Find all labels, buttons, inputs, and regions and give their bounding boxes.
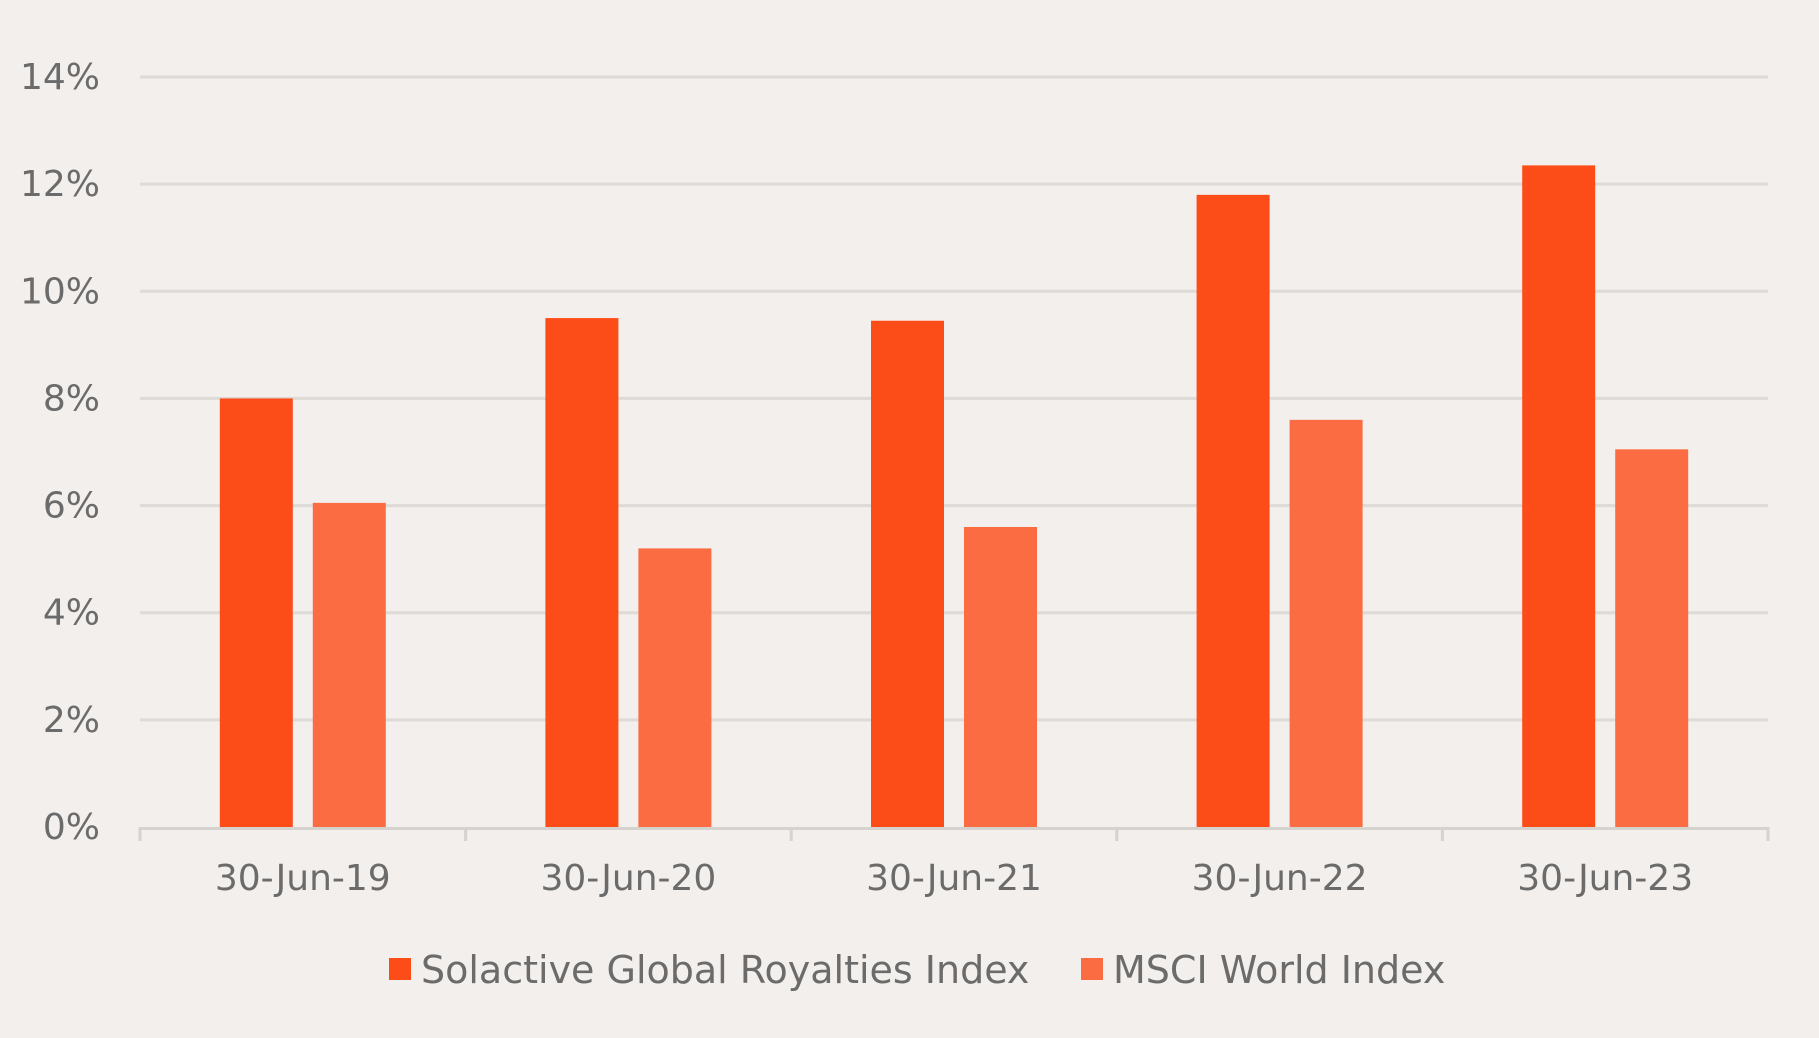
y-tick-label: 0% (43, 807, 100, 848)
x-axis (138, 827, 1770, 841)
bar-msci-3 (1289, 419, 1363, 827)
x-axis-tick-labels: 30-Jun-19 30-Jun-20 30-Jun-21 30-Jun-22 30-J… (215, 858, 1693, 899)
bar-msci-4 (1615, 449, 1689, 827)
bar-solactive-4 (1522, 165, 1596, 828)
x-tick-label: 30-Jun-19 (215, 858, 391, 899)
y-tick-label: 6% (43, 486, 100, 527)
x-tick-label: 30-Jun-22 (1192, 858, 1368, 899)
legend-label-msci: MSCI World Index (1113, 948, 1445, 992)
bars (219, 165, 1689, 828)
bar-solactive-0 (219, 398, 293, 827)
legend-swatch-msci (1081, 958, 1103, 980)
y-tick-label: 10% (20, 271, 100, 312)
bar-msci-0 (312, 502, 386, 827)
x-tick-label: 30-Jun-23 (1517, 858, 1693, 899)
grid-lines (140, 75, 1768, 722)
bar-msci-2 (964, 527, 1037, 827)
y-tick-label: 12% (20, 164, 100, 205)
y-tick-label: 2% (43, 700, 100, 741)
bar-msci-1 (638, 548, 712, 827)
legend-swatch-solactive (389, 958, 411, 980)
y-tick-label: 8% (43, 378, 100, 419)
legend: Solactive Global Royalties Index MSCI Wor… (389, 948, 1445, 992)
legend-label-solactive: Solactive Global Royalties Index (421, 948, 1029, 992)
bar-solactive-2 (871, 320, 944, 827)
y-tick-label: 14% (20, 57, 100, 98)
bar-solactive-3 (1196, 194, 1270, 827)
x-tick-label: 30-Jun-21 (866, 858, 1042, 899)
y-tick-label: 4% (43, 593, 100, 634)
x-tick-label: 30-Jun-20 (540, 858, 716, 899)
y-axis-tick-labels: 0% 2% 4% 6% 8% 10% 12% 14% (20, 57, 100, 848)
bar-solactive-1 (545, 318, 619, 827)
